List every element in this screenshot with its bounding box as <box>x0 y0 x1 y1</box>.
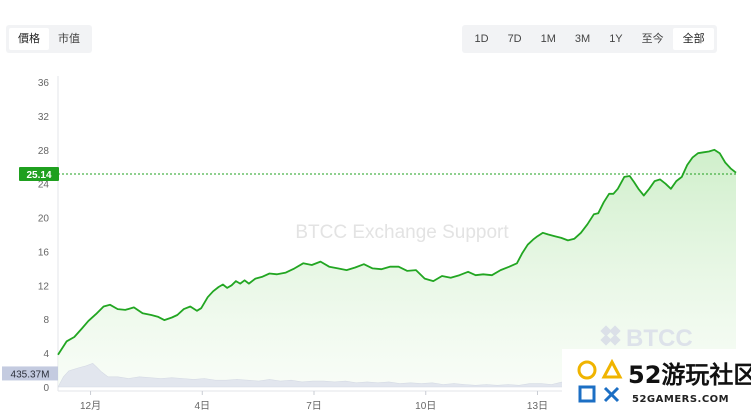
tab-market-cap[interactable]: 市值 <box>58 33 80 45</box>
current-price-badge <box>19 167 59 182</box>
y-tick-label: 4 <box>43 349 49 360</box>
volume-label: 435.37M <box>11 369 50 380</box>
y-tick-label: 32 <box>38 112 50 123</box>
x-tick-label: 4日 <box>194 401 210 412</box>
price-area <box>58 149 736 387</box>
badge-site: 52GAMERS.COM <box>632 394 730 405</box>
x-tick-label: 7日 <box>306 401 322 412</box>
y-tick-label: 24 <box>38 180 50 191</box>
x-tick-label: 13日 <box>527 401 548 412</box>
badge-title: 52游玩社区 <box>628 361 751 389</box>
current-price-label: 25.14 <box>26 170 51 181</box>
y-tick-label: 8 <box>43 315 49 326</box>
y-tick-label: 28 <box>38 146 50 157</box>
y-tick-label: 20 <box>38 214 50 225</box>
price-line <box>57 148 737 356</box>
watermark-text: BTCC Exchange Support <box>295 222 509 243</box>
volume-badge <box>2 366 58 381</box>
y-tick-label: 12 <box>38 281 50 292</box>
range-7d[interactable]: 7D <box>507 33 522 45</box>
range-3m[interactable]: 3M <box>574 33 591 45</box>
gamepad-logo-icon <box>577 359 623 403</box>
metric-toggle: 價格 市值 <box>6 25 92 53</box>
site-badge: 52游玩社区 52GAMERS.COM <box>562 349 751 416</box>
y-tick-label: 0 <box>43 383 49 394</box>
time-range-toggle: 1D 7D 1M 3M 1Y 至今 全部 <box>462 25 718 53</box>
y-tick-label: 16 <box>38 247 50 258</box>
range-1m[interactable]: 1M <box>540 33 556 45</box>
range-all[interactable]: 全部 <box>673 28 715 50</box>
y-tick-label: 36 <box>38 78 50 89</box>
tab-price[interactable]: 價格 <box>9 28 49 50</box>
range-1y[interactable]: 1Y <box>609 33 623 45</box>
range-1d[interactable]: 1D <box>474 33 489 45</box>
x-tick-label: 12月 <box>80 400 101 412</box>
x-tick-label: 10日 <box>415 401 436 412</box>
range-ytd[interactable]: 至今 <box>641 33 664 45</box>
btcc-watermark-text: BTCC <box>626 325 693 352</box>
